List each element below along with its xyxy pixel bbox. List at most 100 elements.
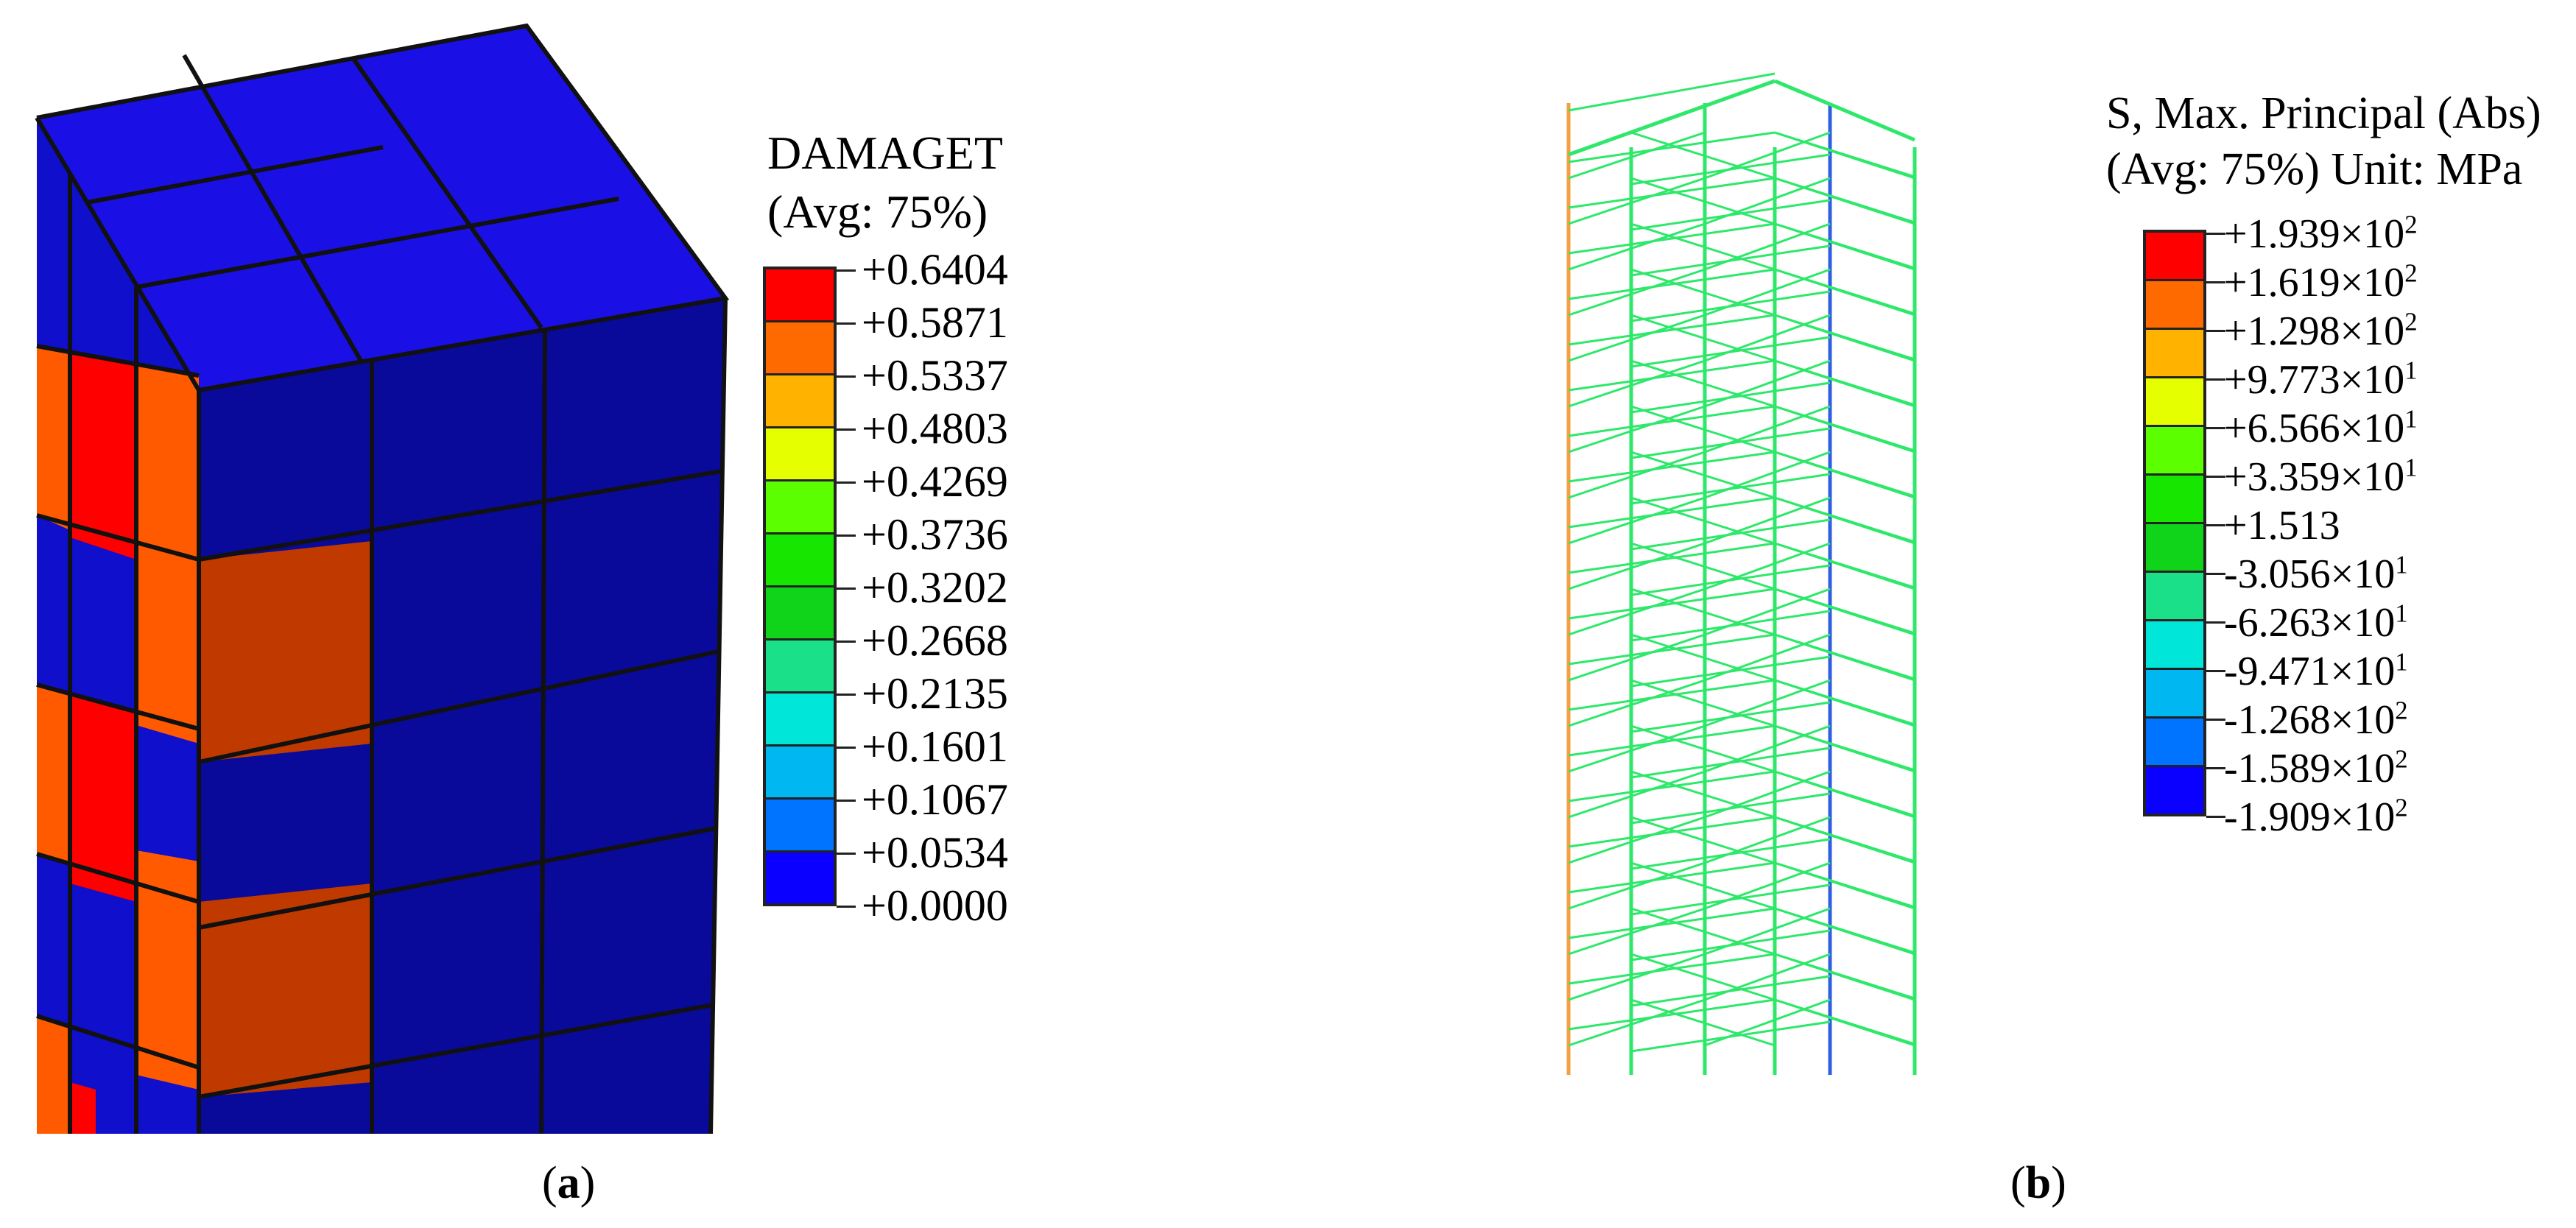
- legend-tick: [2206, 621, 2225, 624]
- legend-label: -1.909×102: [2224, 794, 2408, 839]
- damage-element-orange: [136, 850, 199, 1090]
- scaffold-member: [1568, 405, 1706, 454]
- scaffold-member: [1774, 724, 1915, 773]
- legend-swatch: [2146, 619, 2203, 668]
- legend-tick: [2206, 670, 2225, 672]
- scaffold-member: [1774, 314, 1915, 362]
- legend-tick: [2206, 816, 2225, 818]
- scaffold-member: [1568, 998, 1706, 1047]
- legend-tick: [837, 322, 856, 325]
- legend-label: +1.939×102: [2224, 211, 2418, 256]
- legend-swatch: [2146, 425, 2203, 473]
- legend-label-exponent: 1: [2404, 453, 2418, 482]
- damage-element-red: [70, 353, 136, 560]
- legend-tick: [837, 375, 856, 378]
- scaffold-member: [1774, 79, 1915, 142]
- legend-tick: [837, 534, 856, 537]
- legend-label-exponent: 1: [2404, 404, 2418, 434]
- scaffold-member: [1568, 679, 1776, 711]
- legend-label: -1.589×102: [2224, 744, 2408, 791]
- scaffold-member: [1568, 177, 1776, 209]
- legend-title-line2: (Avg: 75%): [767, 186, 988, 238]
- legend-label-mantissa: -9.471: [2224, 649, 2331, 694]
- scaffold-member: [1568, 953, 1776, 985]
- legend-label-mantissa: -1.268: [2224, 697, 2331, 743]
- scaffold-member: [1568, 222, 1706, 271]
- scaffold-member: [1568, 861, 1776, 894]
- damage-element-orange: [37, 1016, 70, 1134]
- scaffold-member: [1568, 542, 1706, 590]
- legend-label-exponent: 1: [2404, 356, 2418, 385]
- legend-tick: [837, 481, 856, 484]
- legend-label-times: ×10: [2330, 551, 2396, 597]
- legend-label-mantissa: +6.566: [2224, 406, 2340, 451]
- scaffold-member: [1774, 816, 1915, 864]
- scaffold-member: [1568, 587, 1776, 620]
- legend-swatch: [2146, 522, 2203, 571]
- legend-swatch: [766, 744, 834, 797]
- legend-label: +0.1601: [862, 722, 1008, 771]
- legend-label-mantissa: +1.513: [2224, 503, 2340, 548]
- scaffold-member: [1774, 770, 1915, 819]
- scaffold-member: [1568, 770, 1776, 802]
- legend-label: +0.0000: [862, 881, 1008, 930]
- damage-element-dark-orange: [199, 541, 372, 762]
- legend-swatch: [766, 269, 834, 320]
- scaffold-member: [1568, 359, 1776, 392]
- scaffold-member: [1704, 268, 1831, 317]
- scaffold-member: [1630, 496, 1776, 545]
- legend-label: +0.4803: [862, 404, 1008, 453]
- mesh-lines: [35, 23, 730, 1135]
- legend-label: +0.6404: [862, 245, 1008, 294]
- legend-tick: [837, 694, 856, 696]
- legend-label-mantissa: +3.359: [2224, 454, 2340, 500]
- legend-label: +0.3736: [862, 510, 1008, 559]
- scaffold-member: [1568, 633, 1776, 666]
- scaffold-member: [1704, 861, 1831, 910]
- legend-label: -1.268×102: [2224, 696, 2408, 743]
- scaffold-member: [1568, 907, 1776, 939]
- scaffold-member: [1568, 222, 1776, 255]
- scaffold-member: [1774, 359, 1915, 408]
- legend-label: +3.359×101: [2224, 453, 2418, 500]
- scaffold-member: [1704, 816, 1831, 864]
- scaffold-member: [1774, 222, 1915, 271]
- legend-label-mantissa: +1.619: [2224, 260, 2340, 306]
- scaffold-member: [1774, 268, 1915, 317]
- legend-title: DAMAGET (Avg: 75%): [767, 127, 1003, 239]
- scaffold-member: [1774, 679, 1915, 727]
- legend-swatch: [766, 532, 834, 585]
- legend-label-exponent: 2: [2395, 744, 2408, 774]
- legend-label: +0.3202: [862, 563, 1008, 612]
- legend-swatch: [2146, 328, 2203, 376]
- damage-element-orange: [136, 364, 199, 744]
- scaffold-member: [1568, 359, 1706, 408]
- scaffold-member: [1630, 907, 1776, 956]
- scaffold-member: [1704, 451, 1831, 499]
- scaffold-member: [1630, 222, 1776, 271]
- legend-label-exponent: 2: [2395, 696, 2408, 725]
- legend-tick: [837, 747, 856, 749]
- legend-label-times: ×10: [2340, 308, 2405, 354]
- scaffold-member: [1630, 451, 1776, 499]
- scaffold-members: [1566, 72, 1917, 1075]
- legend-label-exponent: 1: [2395, 550, 2408, 579]
- scaffold-member: [1774, 496, 1915, 545]
- legend-swatch: [766, 797, 834, 850]
- panel-caption-b: (b): [2010, 1158, 2066, 1208]
- scaffold-member: [1630, 679, 1776, 727]
- legend-label-mantissa: -6.263: [2224, 600, 2331, 646]
- legend-title-line2: (Avg: 75%) Unit: MPa: [2106, 144, 2523, 194]
- damage-element-orange: [37, 346, 70, 530]
- legend-swatch: [2146, 571, 2203, 619]
- scaffold-member: [1704, 222, 1831, 271]
- scaffold-member: [1568, 633, 1706, 682]
- legend-tick: [837, 800, 856, 802]
- legend-tick: [837, 906, 856, 908]
- scaffold-member: [1704, 131, 1831, 180]
- scaffold-member: [1568, 405, 1776, 437]
- scaffold-member: [1774, 953, 1915, 1001]
- legend-swatch: [2146, 279, 2203, 328]
- legend-swatch: [2146, 473, 2203, 522]
- scaffold-member: [1568, 770, 1706, 819]
